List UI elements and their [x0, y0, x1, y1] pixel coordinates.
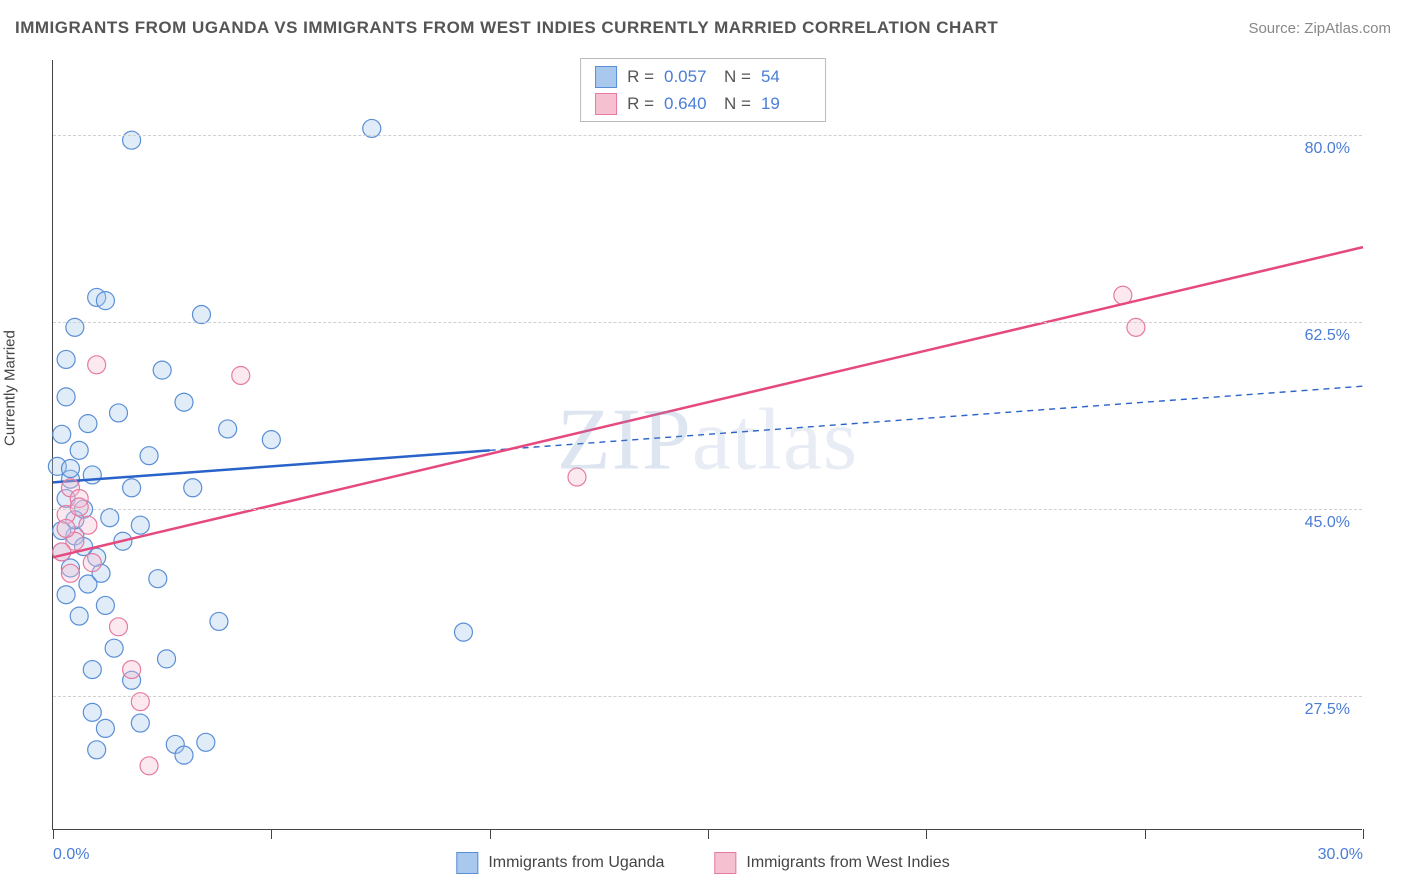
trend-line-dashed — [490, 386, 1363, 450]
x-tick — [926, 829, 927, 839]
gridline-h — [53, 509, 1362, 510]
trend-line-solid — [53, 450, 490, 482]
data-point — [53, 543, 71, 561]
data-point — [105, 639, 123, 657]
y-axis-label: Currently Married — [2, 330, 19, 446]
gridline-h — [53, 322, 1362, 323]
data-point — [79, 516, 97, 534]
gridline-h — [53, 135, 1362, 136]
data-point — [149, 570, 167, 588]
x-tick — [708, 829, 709, 839]
legend-swatch — [714, 852, 736, 874]
data-point — [61, 460, 79, 478]
legend-series-item: Immigrants from West Indies — [714, 852, 949, 874]
legend-n-label: N = — [724, 63, 751, 90]
x-tick — [1145, 829, 1146, 839]
x-tick-label: 30.0% — [1318, 846, 1363, 864]
data-point — [192, 306, 210, 324]
data-point — [79, 415, 97, 433]
data-point — [88, 356, 106, 374]
data-point — [153, 361, 171, 379]
data-point — [70, 441, 88, 459]
legend-r-label: R = — [627, 90, 654, 117]
legend-stats-box: R = 0.057 N = 54 R = 0.640 N = 19 — [580, 58, 826, 122]
legend-stat-row: R = 0.057 N = 54 — [595, 63, 811, 90]
data-point — [210, 612, 228, 630]
data-point — [57, 519, 75, 537]
plot-area: ZIPatlas 27.5%45.0%62.5%80.0%0.0%30.0% — [52, 60, 1362, 830]
trend-line-solid — [53, 247, 1363, 557]
data-point — [57, 586, 75, 604]
data-point — [568, 468, 586, 486]
data-point — [57, 388, 75, 406]
y-tick-label: 27.5% — [1305, 701, 1350, 719]
legend-series-label: Immigrants from West Indies — [746, 854, 949, 872]
data-point — [88, 741, 106, 759]
data-point — [123, 661, 141, 679]
data-point — [158, 650, 176, 668]
data-point — [175, 746, 193, 764]
data-point — [131, 714, 149, 732]
data-point — [70, 607, 88, 625]
legend-stat-row: R = 0.640 N = 19 — [595, 90, 811, 117]
legend-series-item: Immigrants from Uganda — [456, 852, 664, 874]
legend-r-label: R = — [627, 63, 654, 90]
data-point — [61, 564, 79, 582]
chart-svg — [53, 60, 1362, 829]
data-point — [96, 292, 114, 310]
data-point — [123, 479, 141, 497]
data-point — [83, 703, 101, 721]
legend-r-value: 0.640 — [664, 90, 714, 117]
x-tick-label: 0.0% — [53, 846, 89, 864]
legend-swatch — [595, 66, 617, 88]
x-tick — [1363, 829, 1364, 839]
data-point — [262, 431, 280, 449]
data-point — [131, 516, 149, 534]
legend-series-label: Immigrants from Uganda — [488, 854, 664, 872]
data-point — [175, 393, 193, 411]
data-point — [83, 661, 101, 679]
data-point — [96, 596, 114, 614]
data-point — [184, 479, 202, 497]
legend-n-label: N = — [724, 90, 751, 117]
y-tick-label: 62.5% — [1305, 327, 1350, 345]
y-tick-label: 80.0% — [1305, 140, 1350, 158]
x-tick — [53, 829, 54, 839]
y-tick-label: 45.0% — [1305, 514, 1350, 532]
gridline-h — [53, 696, 1362, 697]
data-point — [96, 719, 114, 737]
x-tick — [490, 829, 491, 839]
data-point — [57, 350, 75, 368]
data-point — [110, 404, 128, 422]
data-point — [219, 420, 237, 438]
legend-swatch — [456, 852, 478, 874]
legend-n-value: 19 — [761, 90, 811, 117]
data-point — [101, 509, 119, 527]
source-label: Source: ZipAtlas.com — [1248, 20, 1391, 37]
legend-r-value: 0.057 — [664, 63, 714, 90]
legend-series: Immigrants from Uganda Immigrants from We… — [456, 852, 949, 874]
chart-title: IMMIGRANTS FROM UGANDA VS IMMIGRANTS FRO… — [15, 18, 998, 38]
x-tick — [271, 829, 272, 839]
data-point — [232, 366, 250, 384]
data-point — [197, 733, 215, 751]
data-point — [110, 618, 128, 636]
legend-n-value: 54 — [761, 63, 811, 90]
data-point — [83, 554, 101, 572]
data-point — [140, 447, 158, 465]
data-point — [140, 757, 158, 775]
data-point — [53, 425, 71, 443]
data-point — [70, 498, 88, 516]
legend-swatch — [595, 93, 617, 115]
data-point — [454, 623, 472, 641]
